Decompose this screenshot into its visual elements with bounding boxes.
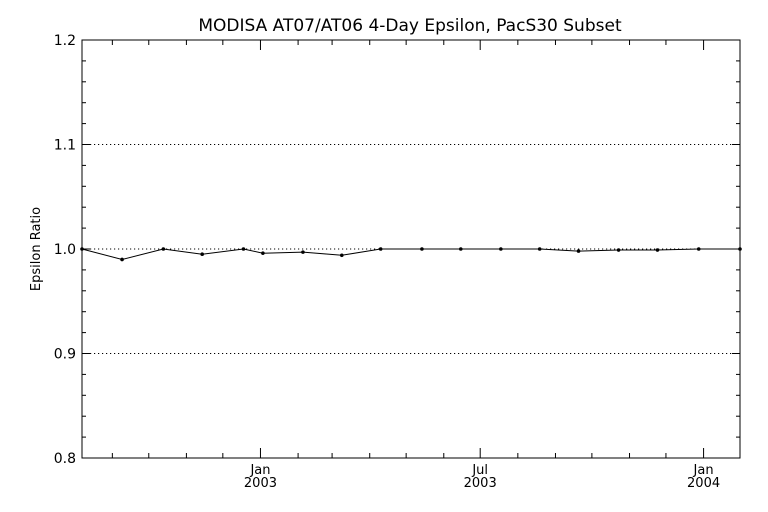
y-tick-label-4: 1.2 bbox=[54, 33, 76, 49]
x-tick-month-0: Jan bbox=[249, 463, 270, 478]
x-tick-month-1: Jul bbox=[471, 463, 488, 478]
data-point-11 bbox=[499, 247, 503, 251]
data-point-0 bbox=[80, 247, 84, 251]
data-point-8 bbox=[378, 247, 383, 251]
data-point-9 bbox=[420, 247, 424, 251]
y-tick-label-1: 0.9 bbox=[54, 347, 76, 363]
chart-title: MODISA AT07/AT06 4-Day Epsilon, PacS30 S… bbox=[198, 16, 622, 36]
x-tick-year-1: 2003 bbox=[464, 476, 497, 491]
y-axis-label: Epsilon Ratio bbox=[29, 207, 44, 291]
data-point-6 bbox=[301, 250, 305, 254]
data-point-16 bbox=[696, 247, 701, 251]
data-point-15 bbox=[655, 248, 660, 252]
data-point-7 bbox=[340, 253, 344, 258]
data-point-1 bbox=[120, 257, 124, 262]
y-tick-label-0: 0.8 bbox=[54, 451, 76, 467]
data-point-5 bbox=[261, 251, 265, 255]
data-point-12 bbox=[537, 247, 542, 251]
data-point-17 bbox=[738, 247, 742, 251]
data-point-13 bbox=[576, 249, 581, 253]
data-point-14 bbox=[616, 248, 621, 252]
data-point-3 bbox=[200, 252, 204, 257]
series-line-0 bbox=[81, 248, 740, 261]
x-tick-year-2: 2004 bbox=[687, 476, 720, 491]
y-tick-label-3: 1.1 bbox=[54, 138, 76, 154]
data-series bbox=[80, 247, 742, 262]
x-tick-month-2: Jan bbox=[693, 463, 714, 478]
data-point-10 bbox=[458, 247, 463, 251]
data-point-2 bbox=[161, 247, 166, 251]
y-tick-label-2: 1.0 bbox=[54, 242, 76, 258]
x-tick-year-0: 2003 bbox=[244, 476, 277, 491]
data-point-4 bbox=[241, 247, 246, 251]
